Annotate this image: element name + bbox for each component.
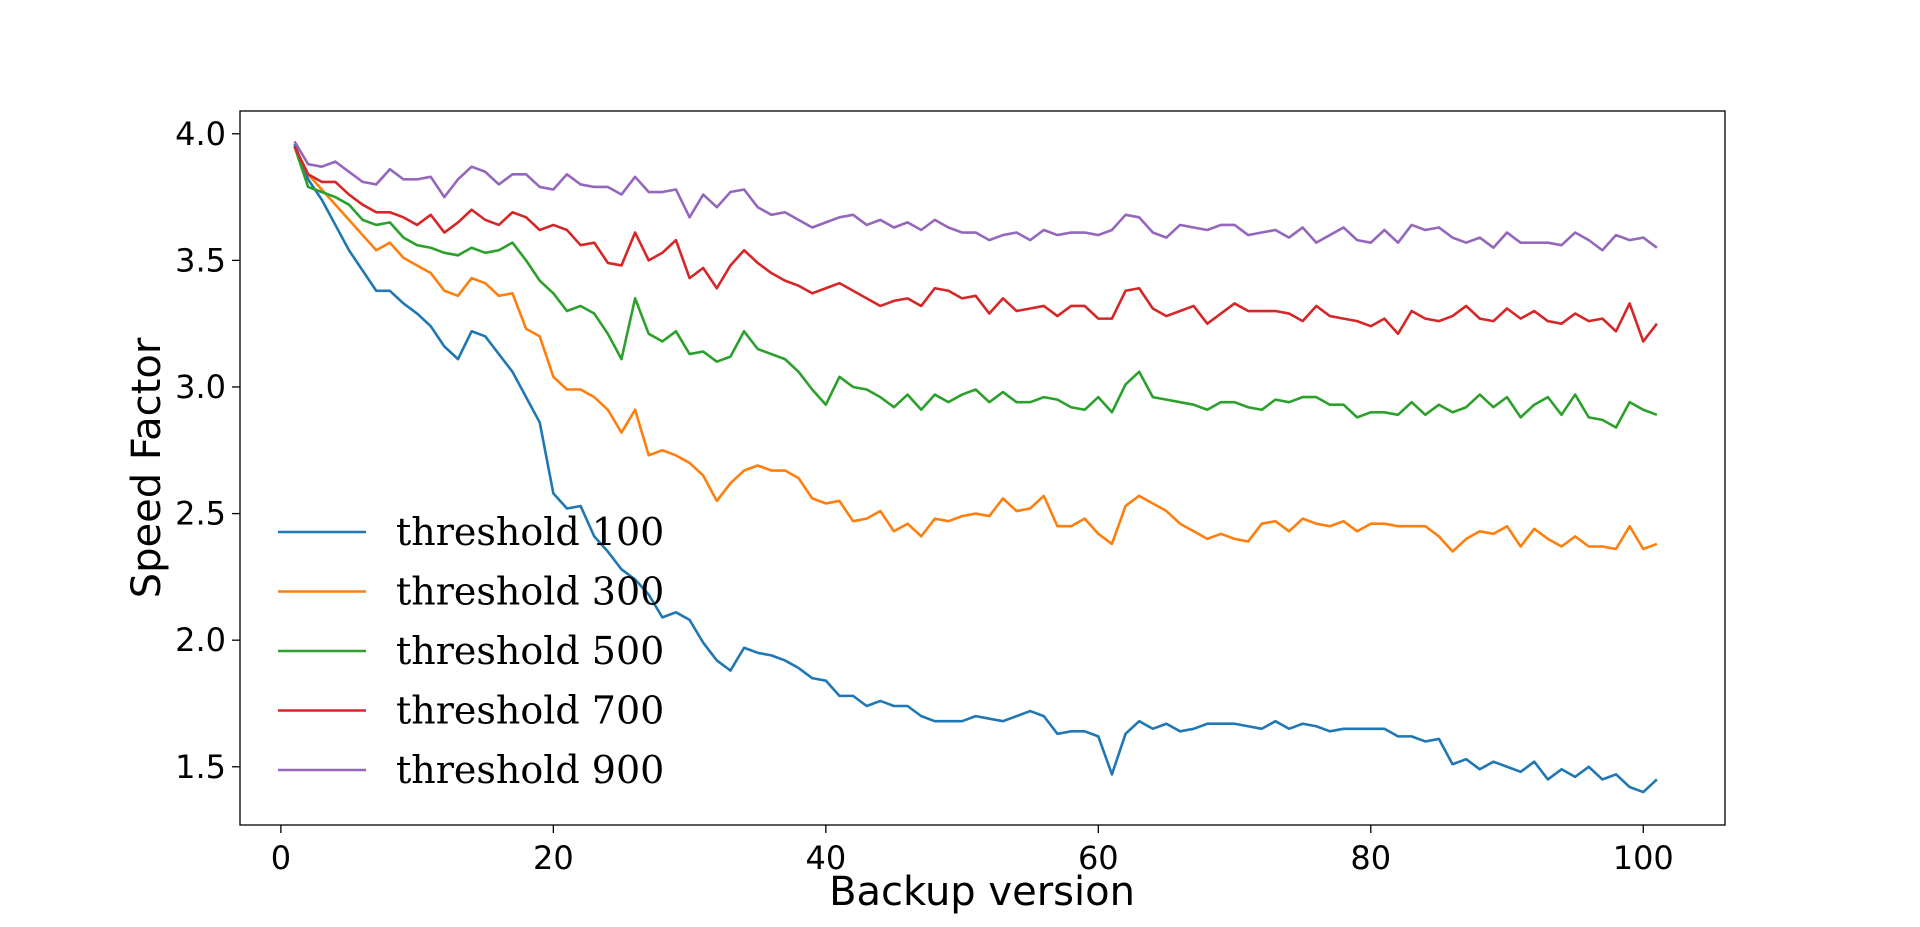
tick-layer: 0 20 40 60 80 100 1.5 2.0 2.5 3.0 3.5 4.0 <box>175 115 1674 877</box>
legend-label: threshold 100 <box>396 510 664 554</box>
x-axis-title: Backup version <box>829 869 1135 915</box>
y-tick-label: 2.0 <box>175 621 226 659</box>
y-tick-label: 4.0 <box>175 115 226 153</box>
series-line-threshold-700 <box>293 145 1658 343</box>
series-line-threshold-100 <box>293 143 1658 794</box>
y-tick-label: 3.5 <box>175 241 226 279</box>
x-tick-label: 0 <box>271 839 291 877</box>
legend: threshold 100 threshold 300 threshold 500 t… <box>278 510 664 792</box>
x-tick-label: 100 <box>1613 839 1674 877</box>
series-line-threshold-900 <box>293 140 1658 252</box>
series-layer <box>293 140 1658 794</box>
y-tick-label: 1.5 <box>175 748 226 786</box>
legend-item: threshold 100 <box>278 510 664 554</box>
legend-item: threshold 500 <box>278 629 664 673</box>
plot-frame <box>239 110 1726 826</box>
legend-item: threshold 300 <box>278 570 664 614</box>
series-line-threshold-500 <box>293 146 1658 429</box>
y-tick-label: 2.5 <box>175 495 226 533</box>
legend-item: threshold 900 <box>278 748 664 792</box>
x-tick-label: 20 <box>533 839 574 877</box>
y-axis-title: Speed Factor <box>124 337 170 598</box>
legend-label: threshold 500 <box>396 629 664 673</box>
series-line-threshold-300 <box>293 145 1658 553</box>
x-tick-label: 40 <box>805 839 846 877</box>
legend-label: threshold 300 <box>396 570 664 614</box>
legend-label: threshold 900 <box>396 748 664 792</box>
x-tick-label: 80 <box>1350 839 1391 877</box>
legend-label: threshold 700 <box>396 689 664 733</box>
x-tick-label: 60 <box>1078 839 1119 877</box>
legend-item: threshold 700 <box>278 689 664 733</box>
y-tick-label: 3.0 <box>175 368 226 406</box>
